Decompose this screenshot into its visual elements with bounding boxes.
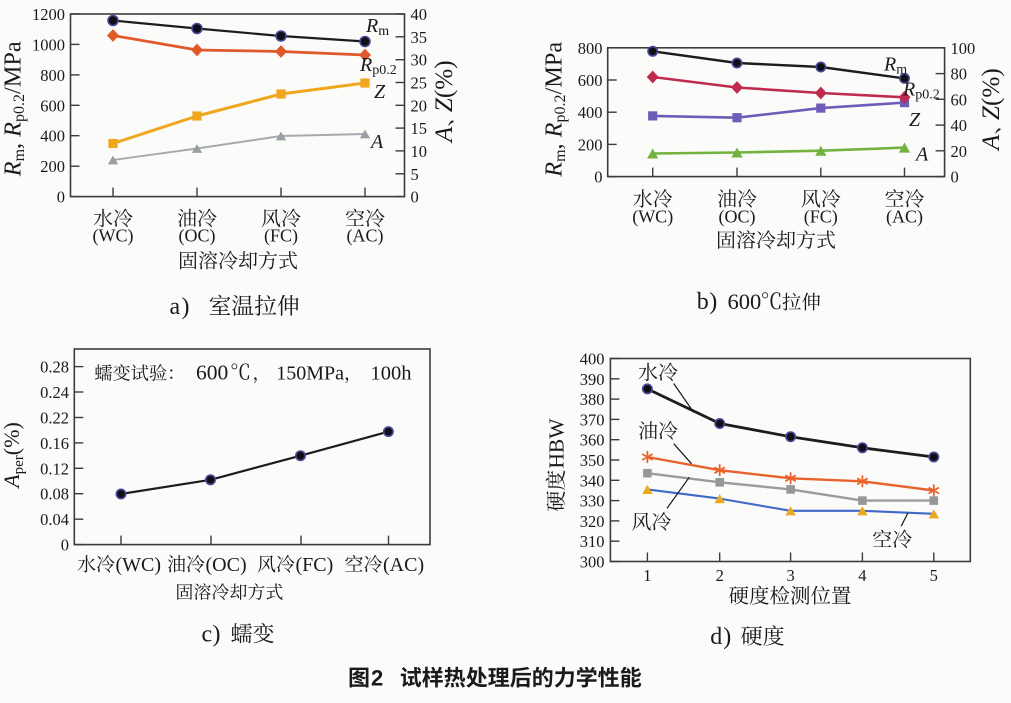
svg-text:35: 35 xyxy=(411,28,428,47)
svg-text:360: 360 xyxy=(580,431,605,450)
svg-text:2: 2 xyxy=(371,666,383,691)
svg-text:a: a xyxy=(170,294,181,320)
svg-text:0.16: 0.16 xyxy=(40,434,69,453)
svg-text:A: A xyxy=(369,131,384,153)
svg-text:1200: 1200 xyxy=(32,5,65,24)
svg-text:400: 400 xyxy=(580,350,605,369)
svg-text:1: 1 xyxy=(643,566,651,585)
svg-text:600: 600 xyxy=(578,71,603,90)
svg-text:): ) xyxy=(723,624,731,650)
svg-text:350: 350 xyxy=(580,451,605,470)
svg-text:b: b xyxy=(697,289,709,315)
svg-text:(OC): (OC) xyxy=(179,226,216,247)
svg-text:Rm: Rm xyxy=(365,15,389,39)
svg-text:330: 330 xyxy=(580,492,605,511)
svg-text:4: 4 xyxy=(858,566,866,585)
svg-text:0.04: 0.04 xyxy=(40,510,69,529)
svg-text:(WC): (WC) xyxy=(93,226,134,247)
svg-text:370: 370 xyxy=(580,410,605,429)
svg-text:5: 5 xyxy=(930,566,938,585)
svg-text:30: 30 xyxy=(411,51,428,70)
svg-text:40: 40 xyxy=(411,5,428,24)
svg-text:800: 800 xyxy=(40,66,65,85)
svg-text:): ) xyxy=(709,289,717,315)
svg-text:Rm, Rp0.2/MPa: Rm, Rp0.2/MPa xyxy=(541,42,570,178)
svg-text:(FC): (FC) xyxy=(804,206,838,227)
svg-text:600: 600 xyxy=(40,96,65,115)
svg-text:(AC): (AC) xyxy=(886,206,923,227)
svg-text:390: 390 xyxy=(580,370,605,389)
svg-text:0.28: 0.28 xyxy=(40,358,69,377)
svg-text:(FC): (FC) xyxy=(296,554,334,576)
svg-text:(WC): (WC) xyxy=(632,206,673,227)
svg-text:0: 0 xyxy=(61,536,69,555)
svg-text:20: 20 xyxy=(411,96,428,115)
svg-text:300: 300 xyxy=(580,553,605,572)
svg-text:400: 400 xyxy=(578,103,603,122)
svg-text:HBW: HBW xyxy=(545,418,569,469)
svg-text:0.08: 0.08 xyxy=(40,485,69,504)
svg-text:310: 310 xyxy=(580,532,605,551)
svg-text:c: c xyxy=(202,622,213,648)
svg-text:Z: Z xyxy=(374,81,386,103)
svg-text:10: 10 xyxy=(411,142,428,161)
svg-text:320: 320 xyxy=(580,512,605,531)
svg-text:25: 25 xyxy=(411,74,428,93)
svg-text:1000: 1000 xyxy=(32,35,65,54)
svg-text:): ) xyxy=(182,294,190,320)
svg-text:Rp0.2: Rp0.2 xyxy=(359,54,397,78)
svg-text:Rm: Rm xyxy=(883,54,907,78)
svg-text:40: 40 xyxy=(951,116,968,135)
svg-text:Aper(%): Aper(%) xyxy=(0,422,27,490)
svg-text:2: 2 xyxy=(716,566,724,585)
svg-text:(OC): (OC) xyxy=(719,206,756,227)
svg-text:Z(%): Z(%) xyxy=(431,60,458,112)
svg-text:Rm, Rp0.2/MPa: Rm, Rp0.2/MPa xyxy=(0,41,28,177)
svg-text:0: 0 xyxy=(411,188,419,207)
svg-text:340: 340 xyxy=(580,471,605,490)
svg-text:380: 380 xyxy=(580,390,605,409)
svg-text:(AC): (AC) xyxy=(347,226,384,247)
svg-text:(AC): (AC) xyxy=(383,554,424,576)
svg-text:3: 3 xyxy=(786,566,794,585)
svg-text:0: 0 xyxy=(594,168,602,187)
svg-text:0.12: 0.12 xyxy=(40,459,69,478)
svg-text:200: 200 xyxy=(578,135,603,154)
svg-text:60: 60 xyxy=(951,90,968,109)
svg-text:0: 0 xyxy=(951,168,959,187)
svg-text:20: 20 xyxy=(951,142,968,161)
svg-text:600: 600 xyxy=(728,289,762,314)
svg-text:100h: 100h xyxy=(371,363,412,385)
svg-text:Z(%): Z(%) xyxy=(978,68,1005,120)
svg-text:Z: Z xyxy=(909,109,921,131)
svg-text:100: 100 xyxy=(951,39,976,58)
svg-text:A: A xyxy=(431,126,458,144)
svg-text:(FC): (FC) xyxy=(264,226,298,247)
svg-text:d: d xyxy=(710,624,722,650)
svg-text:(WC): (WC) xyxy=(116,554,162,576)
svg-text:400: 400 xyxy=(40,127,65,146)
svg-text:200: 200 xyxy=(40,157,65,176)
svg-text:(OC): (OC) xyxy=(206,554,247,576)
svg-text:15: 15 xyxy=(411,119,428,138)
svg-text:0.24: 0.24 xyxy=(40,383,69,402)
svg-text:600: 600 xyxy=(196,361,228,385)
svg-text:5: 5 xyxy=(411,165,419,184)
svg-text:A: A xyxy=(978,134,1005,152)
svg-text:0.22: 0.22 xyxy=(40,409,69,428)
svg-text:150MPa: 150MPa xyxy=(276,363,344,385)
svg-text:0: 0 xyxy=(57,188,65,207)
svg-text:80: 80 xyxy=(951,65,968,84)
svg-text:): ) xyxy=(213,622,221,648)
svg-text:800: 800 xyxy=(578,39,603,58)
svg-text:Rp0.2: Rp0.2 xyxy=(902,79,940,103)
svg-text:A: A xyxy=(914,144,929,166)
